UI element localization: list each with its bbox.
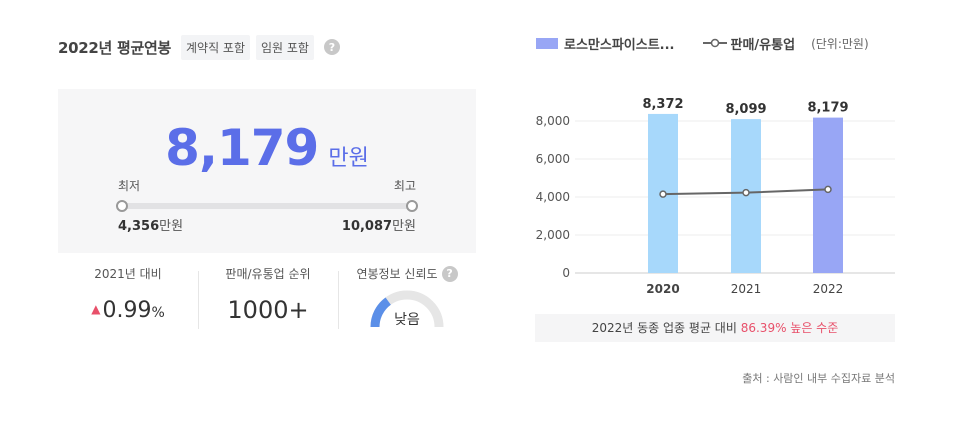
source-note: 출처 : 사람인 내부 수집자료 분석 [742,372,895,385]
reliability-value: 낮음 [394,312,420,328]
bar-value-label: 8,179 [807,101,848,116]
min-label: 최저 [118,179,141,193]
industry-rank-stat: 판매/유통업 순위 1000+ [198,265,338,331]
salary-bar [813,117,843,273]
reliability-header: 연봉정보 신뢰도 ? [338,265,476,282]
industry-comparison: 2022년 동종 업종 평균 대비 86.39% 높은 수준 [535,314,895,342]
min-salary: 4,356만원 [118,215,183,234]
max-knob [406,200,418,212]
yoy-change-stat: 2021년 대비 ▲0.99% [58,265,198,331]
industry-rank-value: 1000+ [227,296,309,324]
salary-range-bar [116,200,418,212]
reliability-label: 연봉정보 신뢰도 [356,267,438,281]
reliability-help-icon[interactable]: ? [441,265,458,282]
average-salary-value: 8,179 [165,119,319,177]
x-tick-label: 2021 [731,282,762,296]
salary-stats: 2021년 대비 ▲0.99% 판매/유통업 순위 1000+ 연봉정보 신뢰도… [58,265,476,335]
comparison-text: 2022년 동종 업종 평균 대비 [591,321,737,335]
reliability-gauge-fill [370,297,392,328]
reliability-gauge-graphic [370,290,444,328]
average-salary: 8,179 만원 [58,119,476,177]
min-knob [116,200,128,212]
salary-chart: 8,000 6,000 4,000 2,000 0 8,372 2020 8,099 2021 8… [536,97,895,296]
company-legend-swatch [536,37,558,49]
reliability-stat: 연봉정보 신뢰도 ? 낮음 [338,265,476,331]
x-tick-label: 2020 [646,282,679,296]
average-salary-unit: 만원 [328,146,369,171]
yoy-change-unit: % [151,305,165,321]
min-salary-value: 4,356 [118,219,160,234]
y-tick-label: 0 [562,266,570,280]
industry-rank-label: 판매/유통업 순위 [225,267,311,281]
executive-included-tag: 임원 포함 [256,34,314,60]
industry-average-point [742,188,750,197]
contract-included-tag: 계약직 포함 [180,34,250,60]
help-icon[interactable]: ? [323,39,340,55]
yoy-change: ▲0.99% [58,298,198,323]
y-tick-label: 4,000 [536,190,570,204]
max-salary-value: 10,087 [341,219,393,234]
page-title: 2022년 평균연봉 [58,38,171,57]
chart-legend: 로스만스파이스트... 판매/유통업 (단위:만원) [536,34,869,53]
divider [338,271,339,329]
bar-value-label: 8,372 [642,97,683,112]
y-tick-label: 2,000 [536,228,570,242]
max-salary-unit: 만원 [392,219,416,234]
max-label: 최고 [393,179,416,193]
comparison-value: 86.39% 높은 수준 [740,321,839,335]
industry-average-point [824,185,832,194]
bar-value-label: 8,099 [725,102,766,117]
y-tick-label: 8,000 [536,114,570,128]
min-salary-unit: 만원 [159,219,184,234]
yoy-change-label: 2021년 대비 [94,267,162,281]
industry-legend-label: 판매/유통업 [730,37,796,53]
yoy-change-value: 0.99 [102,298,152,323]
company-legend-label: 로스만스파이스트... [564,37,675,53]
average-salary-panel: 8,179 만원 최저 최고 4,356만원 10,087만원 [58,89,476,253]
x-tick-label: 2022 [813,282,844,296]
divider [198,271,199,329]
title-row: 2022년 평균연봉 계약직 포함 임원 포함 ? [58,34,340,60]
industry-line-legend-icon [702,38,727,48]
unit-note: (단위:만원) [811,36,869,51]
y-tick-label: 6,000 [536,152,570,166]
reliability-gauge: 낮음 [370,290,444,328]
max-salary: 10,087만원 [342,215,416,234]
industry-average-point [659,190,667,198]
up-arrow-icon: ▲ [91,302,101,316]
